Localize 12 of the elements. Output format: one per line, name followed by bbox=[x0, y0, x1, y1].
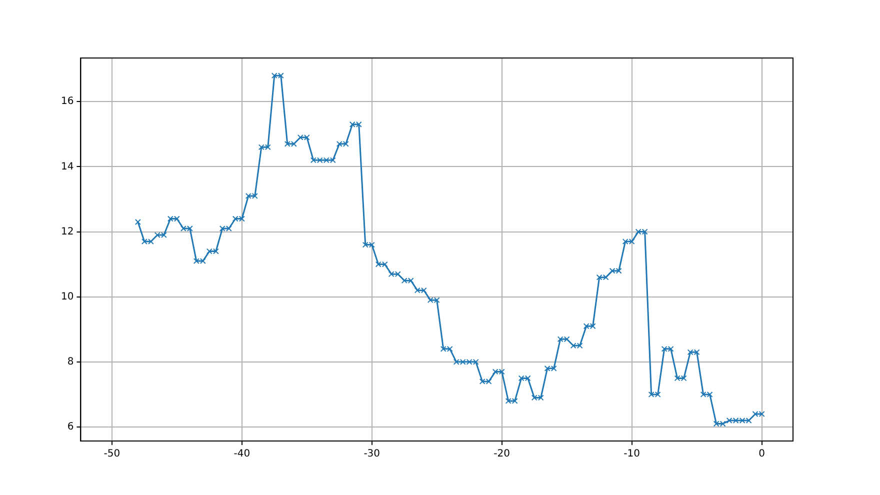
x-tick-label: -30 bbox=[364, 448, 380, 460]
y-tick-label: 6 bbox=[67, 422, 74, 433]
x-tick-label: 0 bbox=[758, 448, 765, 460]
y-tick-label: 16 bbox=[60, 96, 74, 108]
y-tick-label: 8 bbox=[67, 356, 74, 368]
x-tick-label: -10 bbox=[624, 448, 640, 460]
x-tick-label: -40 bbox=[234, 448, 250, 460]
x-tick-label: -20 bbox=[494, 448, 510, 460]
y-tick-label: 14 bbox=[60, 161, 74, 172]
y-tick-label: 10 bbox=[60, 291, 74, 302]
y-tick-label: 12 bbox=[60, 226, 74, 238]
x-tick-label: -50 bbox=[104, 448, 120, 460]
